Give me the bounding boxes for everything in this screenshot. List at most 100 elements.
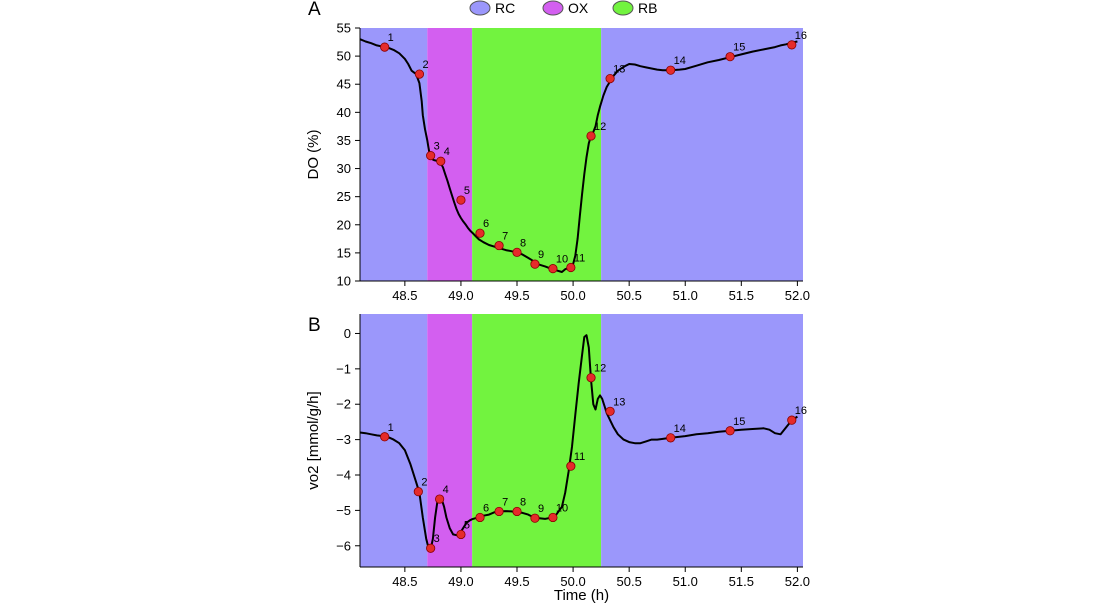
legend-swatch-rc	[469, 0, 491, 16]
panel-a-point-label-15: 15	[733, 42, 745, 54]
panel-a-point-label-14: 14	[674, 55, 686, 67]
panel-b-x-tick-label: 49.0	[448, 574, 473, 589]
panel-a-x-tick-label: 49.0	[448, 288, 473, 303]
panel-a-point-15	[725, 52, 735, 62]
panel-b-x-tick-label: 50.0	[560, 574, 585, 589]
panel-b-point-10	[548, 512, 558, 523]
panel-b-point-label-2: 2	[421, 477, 427, 489]
panel-a-x-tick-label: 51.0	[673, 288, 698, 303]
panel-a-x-tick-label: 51.5	[729, 288, 754, 303]
panel-b-x-tick-label: 49.5	[504, 574, 529, 589]
panel-b-point-3	[426, 543, 436, 553]
panel-a-point-10	[548, 264, 558, 274]
panel-a-x-tick-label: 52.0	[785, 288, 810, 303]
panel-a-point-4	[436, 156, 446, 166]
panel-b-point-label-12: 12	[594, 363, 606, 375]
panel-a-region-rc-0	[360, 28, 428, 281]
panel-a-y-label: DO (%)	[305, 130, 322, 180]
panel-b-point-label-1: 1	[388, 422, 394, 434]
panel-b-point-8	[512, 506, 522, 517]
panel-b-point-label-16: 16	[795, 405, 807, 417]
panel-b-point-label-15: 15	[733, 416, 745, 428]
panel-b-point-label-9: 9	[538, 503, 544, 515]
panel-b-point-14	[666, 433, 676, 443]
panel-b-letter: B	[308, 315, 321, 336]
panel-b-region-rc-3	[601, 314, 803, 567]
panel-a-letter: A	[308, 0, 321, 20]
legend-label-ox: OX	[568, 0, 589, 16]
panel-b-point-1	[380, 432, 390, 442]
panel-b-y-tick-label: 0	[344, 326, 351, 341]
panel-a-point-label-12: 12	[594, 121, 606, 133]
panel-a-point-3	[426, 151, 436, 161]
panel-b-point-9	[530, 513, 540, 523]
panel-b-point-5	[456, 529, 466, 540]
panel-a-point-1	[380, 42, 390, 52]
panel-a-point-5	[456, 195, 466, 205]
legend-swatch-ox	[542, 0, 564, 16]
panel-b-x-tick-label: 51.0	[673, 574, 698, 589]
panel-a-region-rc-3	[601, 28, 803, 281]
panel-b-point-15	[725, 426, 735, 436]
panel-a-x-tick-label: 49.5	[504, 288, 529, 303]
panel-a-y-tick-label: 25	[337, 189, 351, 204]
panel-b-point-label-10: 10	[556, 502, 568, 514]
panel-b-y-tick-label: −1	[336, 361, 351, 376]
panel-a-point-label-9: 9	[538, 249, 544, 261]
panel-a-point-label-2: 2	[422, 59, 428, 71]
panel-a-y-tick-label: 45	[337, 77, 351, 92]
panel-a-x-tick-label: 50.5	[617, 288, 642, 303]
panel-b-point-label-8: 8	[520, 496, 526, 508]
panel-b-point-2	[413, 487, 423, 497]
panel-a-point-label-7: 7	[502, 231, 508, 243]
panel-b-point-13	[605, 406, 615, 416]
panel-a-point-12	[586, 131, 596, 141]
panel-a-point-label-16: 16	[795, 30, 807, 42]
panel-b-point-7	[494, 506, 504, 517]
panel-b-x-tick-label: 50.5	[617, 574, 642, 589]
panel-b-y-label: vo2 [mmol/g/h]	[305, 391, 322, 489]
panel-a-point-label-10: 10	[556, 254, 568, 266]
panel-b-y-tick-label: −4	[336, 468, 351, 483]
panel-a-point-6	[475, 228, 485, 238]
panel-a-y-tick-label: 15	[337, 245, 351, 260]
panel-a-point-label-13: 13	[613, 64, 625, 76]
panel-b: 0 −1 −2 −3 −4 −5 −6 48.5 49.0 49.5 50.0 50.5 51.0 51.…	[305, 314, 810, 604]
panel-a-region-rb-2	[472, 28, 602, 281]
panel-b-point-label-14: 14	[674, 423, 686, 435]
panel-b-point-label-4: 4	[443, 484, 449, 496]
legend-label-rb: RB	[638, 0, 657, 16]
panel-a-point-8	[512, 247, 522, 257]
panel-b-point-label-6: 6	[483, 502, 489, 514]
panel-b-point-label-7: 7	[502, 496, 508, 508]
panel-a-x-tick-label: 50.0	[560, 288, 585, 303]
panel-b-point-11	[566, 461, 576, 471]
panel-a-y-tick-label: 40	[337, 105, 351, 120]
panel-a-x-tick-label: 48.5	[392, 288, 417, 303]
panel-a-y-tick-label: 20	[337, 217, 351, 232]
legend-label-rc: RC	[495, 0, 515, 16]
panel-b-x-tick-label: 51.5	[729, 574, 754, 589]
panel-a-y-tick-label: 30	[337, 161, 351, 176]
panel-a-point-11	[566, 262, 576, 273]
panel-b-point-label-13: 13	[613, 396, 625, 408]
panel-b-point-4	[435, 494, 445, 504]
panel-a-point-label-3: 3	[434, 141, 440, 153]
panel-a-point-label-5: 5	[464, 185, 470, 197]
panel-b-point-6	[475, 512, 485, 523]
panel-a-y-tick-label: 35	[337, 133, 351, 148]
panel-b-y-tick-label: −3	[336, 432, 351, 447]
panel-a-point-7	[494, 240, 504, 251]
panel-b-x-tick-label: 52.0	[785, 574, 810, 589]
panel-b-point-label-11: 11	[574, 451, 585, 463]
panel-a-point-label-1: 1	[388, 32, 394, 44]
panel-a-series-line	[359, 38, 798, 273]
panel-a-point-label-4: 4	[444, 146, 450, 158]
legend-swatch-rb	[612, 0, 634, 16]
panel-b-y-tick-label: −5	[336, 503, 351, 518]
panel-b-y-tick-label: −2	[336, 397, 351, 412]
panel-b-region-rb-2	[472, 314, 602, 567]
panel-b-point-label-5: 5	[464, 519, 470, 531]
panel-a-point-14	[666, 65, 676, 75]
